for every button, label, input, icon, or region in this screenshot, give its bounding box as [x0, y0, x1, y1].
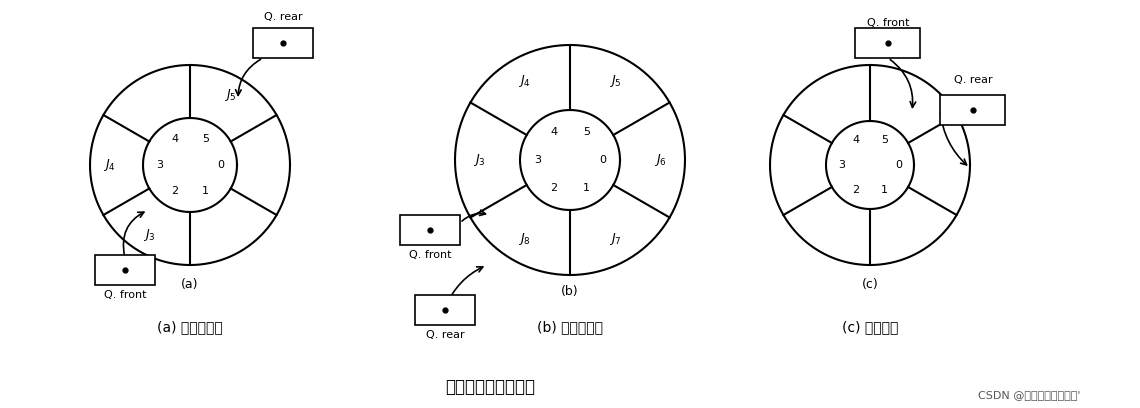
Text: 4: 4 [551, 127, 557, 137]
Text: $J_{8}$: $J_{8}$ [519, 231, 531, 246]
Text: Q. rear: Q. rear [263, 12, 302, 22]
Text: 0: 0 [895, 160, 902, 170]
Text: Q. rear: Q. rear [425, 330, 464, 340]
Bar [855, 28, 920, 58]
Text: Q. front: Q. front [104, 290, 146, 300]
Text: 4: 4 [852, 135, 860, 145]
Text: 3: 3 [156, 160, 163, 170]
Text: Q. front: Q. front [866, 18, 910, 28]
Text: $J_{5}$: $J_{5}$ [609, 73, 621, 89]
Text: $J_{5}$: $J_{5}$ [225, 87, 237, 103]
Text: Q. front: Q. front [409, 250, 451, 260]
Text: $J_{4}$: $J_{4}$ [103, 157, 115, 173]
Text: 1: 1 [202, 186, 209, 197]
Text: 2: 2 [171, 186, 178, 197]
Text: $J_{7}$: $J_{7}$ [609, 231, 621, 246]
Text: 0: 0 [217, 160, 225, 170]
Bar [400, 215, 461, 245]
Text: 3: 3 [534, 155, 541, 165]
Text: 4: 4 [171, 133, 178, 144]
Text: CSDN @骑着蜗牛ひ追导弹': CSDN @骑着蜗牛ひ追导弹' [977, 390, 1080, 400]
Text: (a) 一般情况；: (a) 一般情况； [157, 320, 223, 334]
Text: $J_{3}$: $J_{3}$ [144, 227, 156, 243]
Text: (b): (b) [561, 285, 579, 298]
Bar [940, 95, 1005, 125]
Bar [415, 295, 475, 325]
Text: 5: 5 [202, 133, 209, 144]
Text: 5: 5 [583, 127, 589, 137]
Text: 循环队列的头尾指针: 循环队列的头尾指针 [445, 378, 535, 396]
Text: (a): (a) [181, 278, 198, 291]
Text: $J_{3}$: $J_{3}$ [473, 152, 486, 168]
Text: 3: 3 [838, 160, 845, 170]
Text: Q. rear: Q. rear [954, 75, 992, 85]
Text: 1: 1 [583, 183, 589, 193]
Text: 0: 0 [598, 155, 606, 165]
Text: 2: 2 [852, 185, 860, 195]
Bar [253, 28, 314, 58]
Text: 2: 2 [551, 183, 557, 193]
Text: $J_{6}$: $J_{6}$ [654, 152, 667, 168]
Text: 1: 1 [881, 185, 888, 195]
Text: $J_{4}$: $J_{4}$ [519, 73, 531, 89]
Text: 5: 5 [881, 135, 888, 145]
Text: (c): (c) [862, 278, 879, 291]
Text: (b) 队列满时；: (b) 队列满时； [537, 320, 603, 334]
Text: (c) 空队列。: (c) 空队列。 [841, 320, 898, 334]
Bar [95, 255, 155, 285]
